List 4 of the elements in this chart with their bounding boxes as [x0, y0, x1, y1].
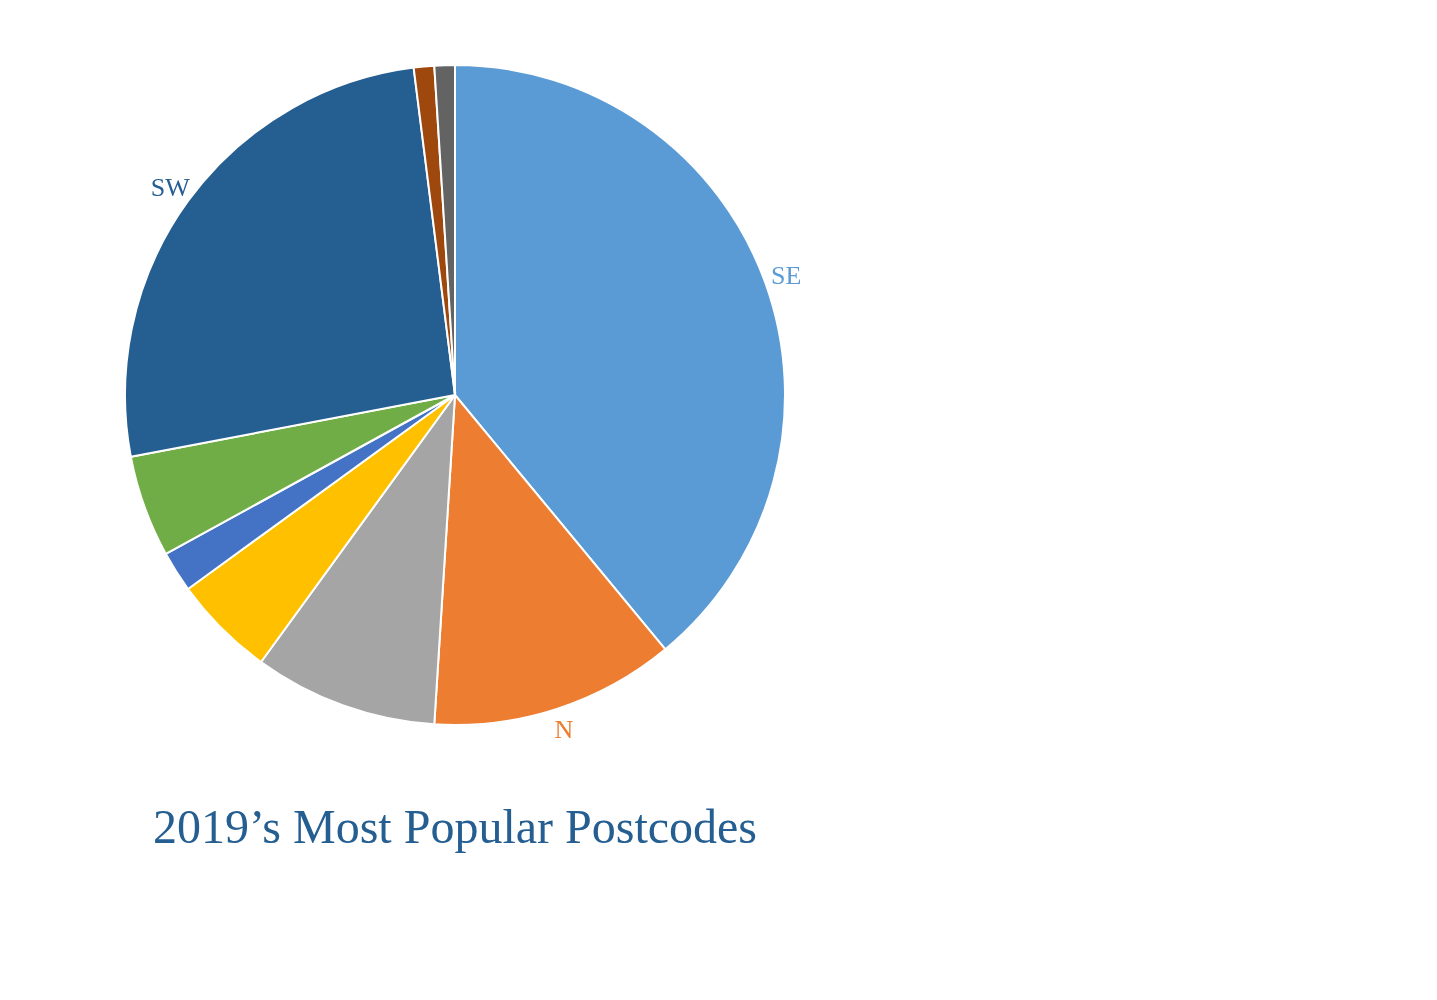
slice-label: SW: [150, 173, 191, 203]
text: 2019’s Most Popular Postcodes: [152, 800, 758, 853]
slice-label: SE: [771, 260, 802, 290]
slice-label: N: [554, 714, 574, 744]
